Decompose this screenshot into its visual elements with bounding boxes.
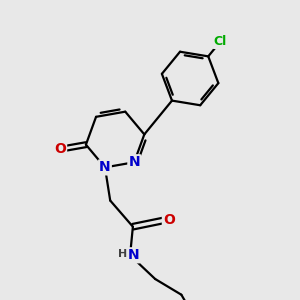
Text: O: O (54, 142, 66, 156)
Text: N: N (128, 155, 140, 169)
Text: O: O (163, 213, 175, 227)
Text: N: N (128, 248, 140, 262)
Text: Cl: Cl (214, 35, 227, 48)
Text: N: N (99, 160, 111, 174)
Text: H: H (118, 249, 127, 259)
